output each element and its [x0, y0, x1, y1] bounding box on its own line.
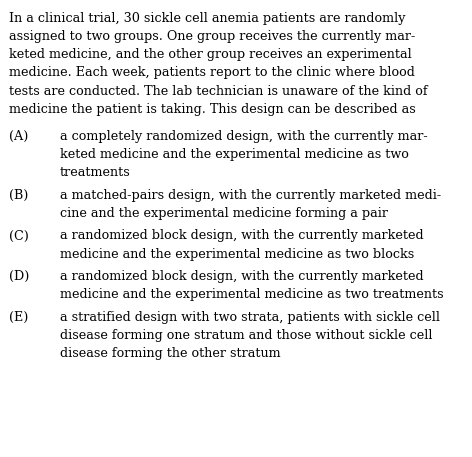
- Text: assigned to two groups. One group receives the currently mar-: assigned to two groups. One group receiv…: [9, 30, 415, 43]
- Text: cine and the experimental medicine forming a pair: cine and the experimental medicine formi…: [60, 207, 388, 220]
- Text: disease forming one stratum and those without sickle cell: disease forming one stratum and those wi…: [60, 329, 432, 342]
- Text: keted medicine, and the other group receives an experimental: keted medicine, and the other group rece…: [9, 48, 412, 61]
- Text: (A): (A): [9, 130, 28, 143]
- Text: a stratified design with two strata, patients with sickle cell: a stratified design with two strata, pat…: [60, 311, 440, 324]
- Text: a completely randomized design, with the currently mar-: a completely randomized design, with the…: [60, 130, 428, 143]
- Text: a randomized block design, with the currently marketed: a randomized block design, with the curr…: [60, 270, 424, 283]
- Text: (B): (B): [9, 189, 28, 202]
- Text: (D): (D): [9, 270, 29, 283]
- Text: medicine and the experimental medicine as two blocks: medicine and the experimental medicine a…: [60, 248, 414, 260]
- Text: a randomized block design, with the currently marketed: a randomized block design, with the curr…: [60, 229, 424, 243]
- Text: medicine and the experimental medicine as two treatments: medicine and the experimental medicine a…: [60, 288, 444, 301]
- Text: a matched-pairs design, with the currently marketed medi-: a matched-pairs design, with the current…: [60, 189, 441, 202]
- Text: disease forming the other stratum: disease forming the other stratum: [60, 347, 281, 360]
- Text: In a clinical trial, 30 sickle cell anemia patients are randomly: In a clinical trial, 30 sickle cell anem…: [9, 12, 405, 25]
- Text: treatments: treatments: [60, 166, 131, 179]
- Text: medicine the patient is taking. This design can be described as: medicine the patient is taking. This des…: [9, 103, 416, 116]
- Text: keted medicine and the experimental medicine as two: keted medicine and the experimental medi…: [60, 148, 409, 161]
- Text: (E): (E): [9, 311, 28, 324]
- Text: medicine. Each week, patients report to the clinic where blood: medicine. Each week, patients report to …: [9, 66, 415, 80]
- Text: (C): (C): [9, 229, 29, 243]
- Text: tests are conducted. The lab technician is unaware of the kind of: tests are conducted. The lab technician …: [9, 85, 428, 98]
